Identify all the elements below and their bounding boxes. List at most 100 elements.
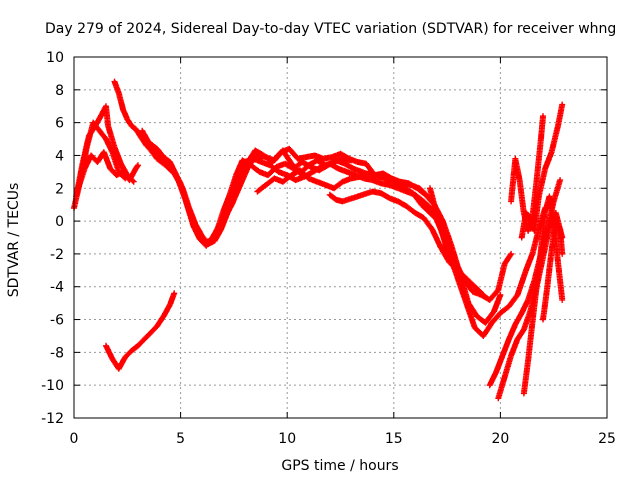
data-point — [349, 177, 353, 180]
data-point — [488, 298, 491, 302]
data-point — [341, 157, 344, 160]
data-point — [141, 129, 144, 133]
data-point — [499, 311, 502, 315]
data-point — [313, 154, 317, 157]
series-track-h — [254, 167, 431, 200]
data-point — [465, 277, 468, 280]
data-point — [345, 170, 349, 174]
data-point — [100, 113, 103, 116]
data-point — [388, 183, 391, 187]
data-point — [324, 164, 327, 167]
data-point — [162, 315, 165, 318]
data-point — [413, 211, 417, 215]
data-point — [503, 375, 506, 379]
data-point — [147, 146, 150, 149]
data-point — [394, 183, 398, 187]
data-point — [531, 321, 534, 325]
data-point — [81, 162, 84, 165]
data-point — [524, 211, 528, 215]
data-point — [102, 150, 106, 154]
data-point — [490, 321, 494, 325]
data-point — [296, 157, 300, 160]
data-point — [437, 216, 440, 220]
data-point — [405, 205, 408, 208]
y-tick-label: -8 — [50, 345, 64, 361]
data-point — [168, 303, 172, 306]
y-tick-label: 2 — [55, 181, 64, 197]
data-point — [123, 356, 127, 359]
data-point — [294, 178, 297, 182]
data-point — [537, 228, 540, 231]
data-point — [273, 177, 276, 180]
data-point — [213, 239, 216, 242]
data-point — [96, 160, 99, 164]
y-tick-label: 10 — [46, 50, 64, 66]
data-point — [335, 198, 338, 201]
data-point — [543, 210, 547, 213]
data-point — [87, 134, 91, 137]
data-point — [533, 229, 536, 233]
data-point — [384, 177, 387, 180]
data-point — [290, 173, 293, 177]
series-track-f — [145, 144, 504, 326]
data-point — [77, 187, 80, 190]
data-point — [537, 195, 540, 198]
y-tick-label: -2 — [50, 247, 64, 263]
data-point — [448, 260, 451, 264]
data-point — [520, 236, 523, 239]
data-point — [522, 328, 526, 331]
data-point — [392, 178, 395, 182]
data-point — [134, 167, 138, 170]
x-tick-label: 5 — [176, 431, 185, 447]
data-point — [430, 228, 434, 231]
data-point — [145, 144, 148, 147]
data-point — [121, 170, 125, 174]
x-axis-label: GPS time / hours — [281, 458, 398, 474]
data-point — [473, 326, 477, 329]
data-point — [300, 160, 304, 164]
data-point — [445, 249, 449, 252]
y-tick-label: 0 — [55, 214, 64, 230]
data-point — [409, 183, 413, 187]
data-point — [147, 141, 150, 144]
data-point — [548, 195, 551, 198]
data-point — [529, 216, 532, 220]
data-point — [207, 242, 210, 246]
data-point — [181, 187, 184, 190]
data-point — [281, 180, 285, 183]
data-point — [554, 219, 558, 223]
data-point — [411, 191, 415, 195]
data-point — [117, 367, 120, 370]
data-point — [330, 155, 334, 159]
data-point — [526, 298, 530, 302]
data-point — [482, 293, 485, 297]
y-tick-labels: -12 -10 -8 -6 -4 -2 0 2 4 6 8 10 — [41, 50, 64, 427]
data-point — [558, 228, 562, 231]
data-point — [115, 173, 118, 177]
data-point — [548, 226, 551, 229]
data-point — [484, 321, 487, 325]
data-point — [381, 172, 385, 175]
series-track-g — [211, 147, 355, 239]
data-point — [433, 203, 436, 206]
data-point — [298, 169, 302, 172]
x-tick-label: 10 — [278, 431, 296, 447]
data-point — [526, 229, 530, 233]
data-point — [343, 162, 346, 165]
data-point — [507, 305, 511, 308]
data-point — [371, 190, 374, 193]
data-point — [275, 165, 278, 169]
data-point — [352, 167, 355, 170]
data-point — [173, 292, 176, 295]
data-point — [173, 172, 176, 175]
data-point — [501, 354, 504, 357]
data-point — [379, 182, 383, 185]
data-point — [494, 370, 498, 374]
data-point — [349, 159, 353, 162]
data-point — [520, 311, 523, 315]
series-track-n — [540, 218, 566, 323]
data-point — [222, 210, 225, 213]
y-axis-label: SDTVAR / TECUs — [6, 183, 22, 298]
data-point — [277, 170, 280, 174]
data-point — [273, 159, 276, 162]
